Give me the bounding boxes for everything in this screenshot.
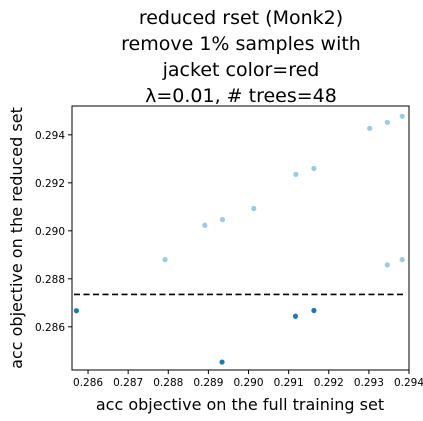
x-tick-label: 0.291 (274, 377, 304, 389)
x-tick-label: 0.290 (233, 377, 263, 389)
dark-point (219, 359, 225, 365)
title-line-1: reduced rset (Monk2) (139, 7, 343, 29)
x-axis-label: acc objective on the full training set (96, 395, 384, 414)
x-tick-label: 0.292 (314, 377, 344, 389)
x-tick-label: 0.287 (113, 377, 143, 389)
light-point (162, 257, 168, 263)
y-tick-label: 0.290 (35, 226, 65, 238)
dark-point (292, 313, 299, 319)
y-axis-ticks: 0.286 0.288 0.290 0.292 0.294 (35, 130, 72, 334)
light-point (367, 125, 373, 131)
x-tick-label: 0.289 (193, 377, 223, 389)
title-line-4: λ=0.01, # trees=48 (145, 85, 337, 107)
x-tick-label: 0.288 (153, 377, 183, 389)
y-tick-label: 0.288 (35, 274, 65, 286)
x-tick-label: 0.293 (354, 377, 384, 389)
dark-point (311, 307, 317, 314)
light-point (399, 113, 405, 119)
title-line-2: remove 1% samples with (121, 33, 361, 55)
light-point (251, 205, 257, 212)
dark-point (73, 308, 80, 314)
x-tick-label: 0.294 (394, 377, 423, 389)
light-point (384, 262, 390, 268)
light-point (311, 165, 317, 171)
x-axis-ticks: 0.286 0.287 0.288 0.289 0.290 0.291 0.292 0.293… (73, 370, 423, 389)
y-tick-label: 0.286 (35, 322, 65, 334)
plot-frame (71, 105, 410, 371)
x-tick-label: 0.286 (73, 377, 103, 389)
y-tick-label: 0.294 (35, 130, 65, 142)
light-point (202, 222, 208, 228)
light-point (293, 171, 299, 177)
chart-title: reduced rset (Monk2) remove 1% samples w… (121, 7, 361, 107)
light-point (219, 216, 226, 223)
y-axis-label: acc objective on the reduced set (7, 107, 26, 369)
light-point (384, 119, 390, 125)
light-point (399, 257, 405, 263)
plot-marks (73, 113, 405, 365)
title-line-3: jacket color=red (162, 59, 320, 81)
y-tick-label: 0.292 (35, 178, 65, 190)
